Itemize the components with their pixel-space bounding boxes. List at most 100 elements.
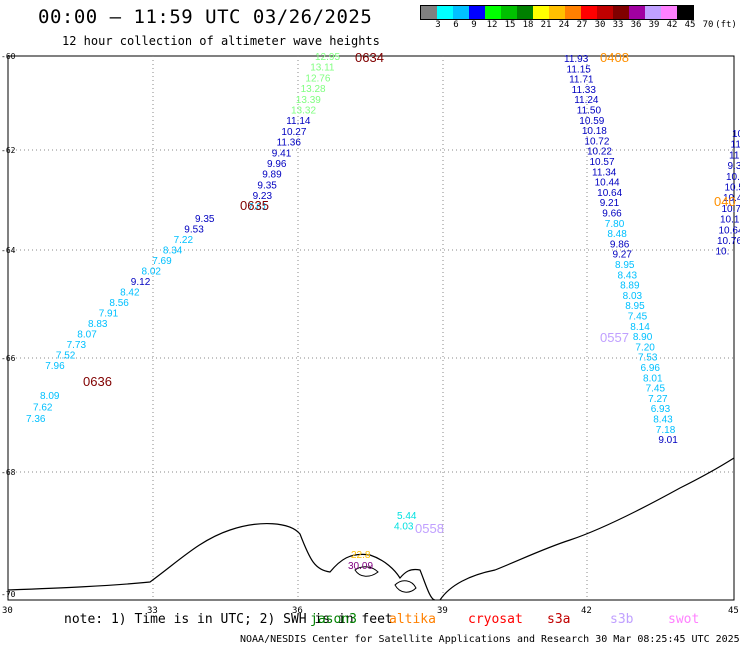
wave-height-value: 13.28 bbox=[301, 84, 326, 95]
legend-swatch bbox=[677, 6, 693, 19]
wave-height-value: 9.89 bbox=[262, 170, 282, 181]
wave-height-value: 10.76 bbox=[717, 236, 740, 247]
longitude-label: 42 bbox=[581, 606, 592, 616]
wave-height-value: 10.18 bbox=[720, 215, 740, 226]
wave-height-value: 10 bbox=[732, 129, 740, 140]
wave-height-value: 9.36 bbox=[728, 161, 740, 172]
legend-label: 33 bbox=[612, 20, 624, 30]
wave-height-value: 7.69 bbox=[152, 256, 172, 267]
wave-height-value: 12.76 bbox=[305, 73, 330, 84]
wave-height-value: 11.33 bbox=[572, 85, 597, 96]
wave-height-value: 7.96 bbox=[45, 361, 65, 372]
wave-height-value: 6.93 bbox=[651, 404, 671, 415]
track-time-label: 040 bbox=[714, 194, 736, 209]
wave-height-value: 13.32 bbox=[291, 106, 316, 117]
latitude-label: -64 bbox=[1, 246, 16, 255]
wave-height-value: 10. bbox=[716, 247, 730, 258]
wave-height-value: 8.43 bbox=[653, 415, 673, 426]
wave-height-value: 11.93 bbox=[564, 54, 589, 65]
wave-height-value: 12.95 bbox=[315, 52, 340, 63]
latitude-label: -60 bbox=[1, 52, 16, 61]
legend-label: 12 bbox=[486, 20, 498, 30]
legend-swatch bbox=[581, 6, 597, 19]
coastline-island bbox=[354, 566, 379, 577]
latitude-label: -62 bbox=[1, 146, 16, 155]
wave-height-value: 4.03 bbox=[394, 522, 414, 533]
wave-height-value: 7.45 bbox=[628, 312, 648, 323]
legend-swatch bbox=[645, 6, 661, 19]
coastline-inlet bbox=[394, 580, 417, 593]
wave-height-value: 10.64 bbox=[597, 188, 622, 199]
legend-label: 45 bbox=[684, 20, 696, 30]
legend-swatch bbox=[533, 6, 549, 19]
track-time-label: 0558 bbox=[415, 521, 444, 536]
wave-height-value: 9.86 bbox=[610, 239, 630, 250]
map-frame bbox=[7, 55, 735, 601]
legend-swatch bbox=[501, 6, 517, 19]
legend-label: 27 bbox=[576, 20, 588, 30]
color-scale-legend bbox=[420, 5, 694, 20]
wave-height-value: 9.66 bbox=[602, 209, 622, 220]
wave-height-value: 10.49 bbox=[723, 193, 740, 204]
wave-height-value: 9.41 bbox=[272, 148, 292, 159]
track-time-label: 0557 bbox=[600, 330, 629, 345]
page-subtitle: 12 hour collection of altimeter wave hei… bbox=[62, 34, 380, 48]
wave-height-value: 8.43 bbox=[618, 270, 638, 281]
legend-label: 3 bbox=[435, 20, 441, 30]
legend-label: 36 bbox=[630, 20, 642, 30]
legend-swatch bbox=[549, 6, 565, 19]
wave-height-value: 7.45 bbox=[646, 384, 666, 395]
wave-height-value: 30.09 bbox=[348, 561, 373, 572]
wave-height-value: 8.95 bbox=[625, 301, 645, 312]
axis-labels: -60 -62 -64 -66 -68 -70 30 33 36 39 42 45 bbox=[1, 52, 739, 616]
legend-swatch bbox=[437, 6, 453, 19]
wave-height-value: 9.53 bbox=[184, 225, 204, 236]
satellite-legend-item: jason3 bbox=[310, 612, 357, 627]
wave-height-value: 7.73 bbox=[67, 340, 87, 351]
wave-height-value: 10.27 bbox=[281, 127, 306, 138]
satellite-legend-item: s3b bbox=[610, 612, 634, 627]
wave-height-value: 10.74 bbox=[722, 204, 740, 215]
wave-height-value: 8.07 bbox=[77, 330, 97, 341]
wave-height-value: 8.42 bbox=[120, 288, 140, 299]
legend-swatch bbox=[661, 6, 677, 19]
track-time-label: 0635 bbox=[240, 198, 269, 213]
wave-height-value: 9.96 bbox=[267, 159, 287, 170]
wave-height-value: 7.20 bbox=[635, 342, 655, 353]
wave-height-value: 8.90 bbox=[633, 332, 653, 343]
coastline-antarctica bbox=[7, 457, 735, 601]
wave-height-value: 11.36 bbox=[277, 138, 302, 149]
legend-swatch bbox=[565, 6, 581, 19]
wave-height-value: 11. bbox=[731, 140, 740, 151]
wave-height-value: 11.24 bbox=[574, 95, 599, 106]
satellite-legend-item: swot bbox=[668, 612, 700, 627]
wave-height-value: 7.53 bbox=[638, 353, 658, 364]
legend-swatch bbox=[613, 6, 629, 19]
wave-height-value: 10.13 bbox=[726, 172, 740, 183]
legend-label: 42 bbox=[666, 20, 678, 30]
wave-height-value: 10.64 bbox=[719, 225, 740, 236]
note-text: note: 1) Time is in UTC; 2) SWH is in fe… bbox=[64, 612, 393, 627]
legend-label: 70 bbox=[702, 20, 714, 30]
wave-height-value: 11.34 bbox=[592, 167, 617, 178]
legend-label: 24 bbox=[558, 20, 570, 30]
wave-height-value: 8.83 bbox=[88, 319, 108, 330]
legend-label: 39 bbox=[648, 20, 660, 30]
wave-height-value: 7.22 bbox=[174, 235, 194, 246]
wave-height-value: 11.50 bbox=[577, 106, 602, 117]
wave-height-value: 7.36 bbox=[26, 414, 46, 425]
satellite-legend-item: s3a bbox=[547, 612, 571, 627]
wave-height-value: 6.96 bbox=[641, 363, 661, 374]
wave-height-value: 10.57 bbox=[590, 157, 615, 168]
legend-swatch bbox=[421, 6, 437, 19]
legend-swatch bbox=[517, 6, 533, 19]
wave-height-value: 7.61 bbox=[248, 202, 268, 213]
wave-height-value: 11.14 bbox=[286, 116, 311, 127]
legend-label: 21 bbox=[540, 20, 552, 30]
legend-label: 9 bbox=[471, 20, 477, 30]
wave-height-value: 9.35 bbox=[195, 214, 215, 225]
wave-height-value: 9.23 bbox=[253, 191, 273, 202]
latitude-label: -68 bbox=[1, 468, 16, 477]
wave-height-value: 7.52 bbox=[56, 351, 76, 362]
